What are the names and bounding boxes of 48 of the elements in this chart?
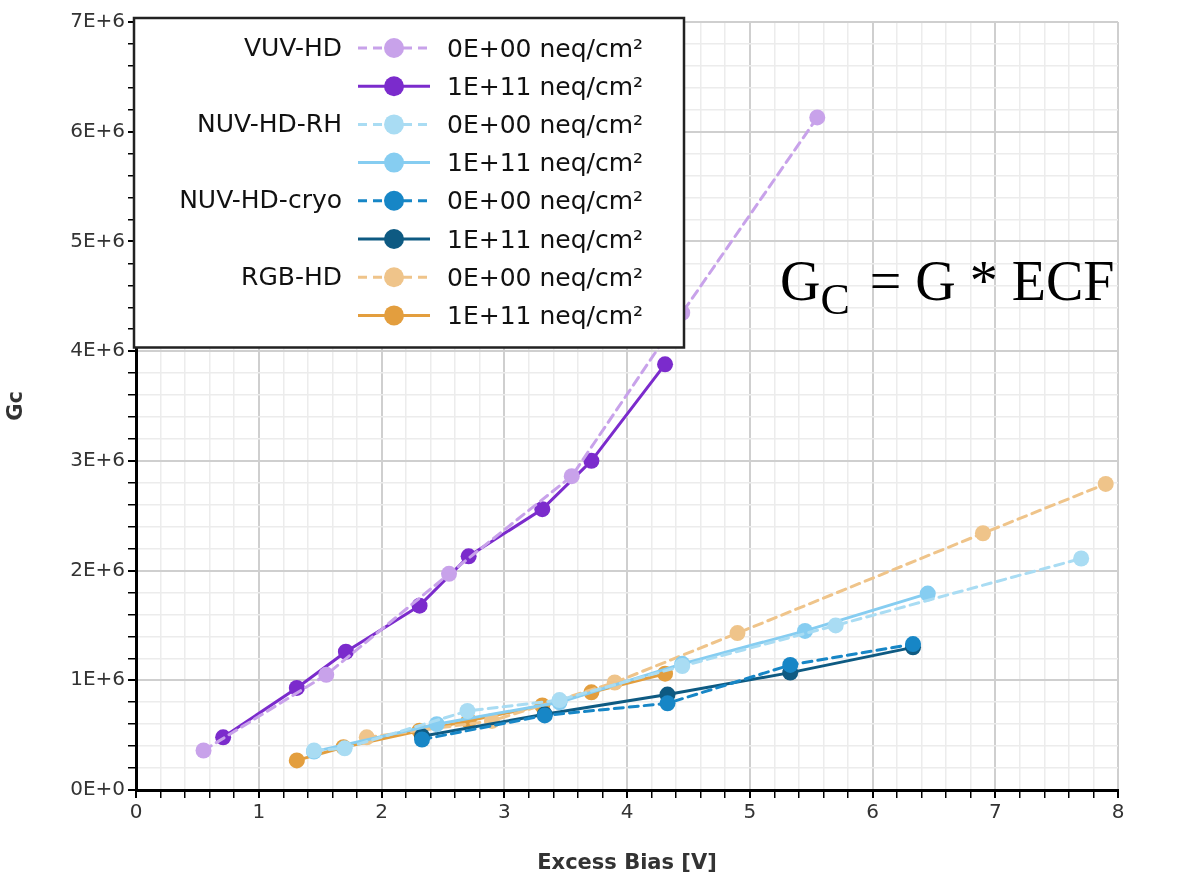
point xyxy=(534,501,551,518)
legend-label: 0E+00 neq/cm² xyxy=(447,186,644,216)
point xyxy=(657,356,674,373)
point xyxy=(1097,475,1114,492)
point xyxy=(563,468,580,485)
x-axis-title: Excess Bias [V] xyxy=(537,849,717,874)
annotation: NUV-HD-RH xyxy=(197,109,342,138)
point xyxy=(195,742,212,759)
y-tick-label: 0E+0 xyxy=(70,776,125,801)
x-tick-label: 4 xyxy=(620,799,634,824)
annotation: RGB-HD xyxy=(241,261,342,291)
y-tick-label: 1E+6 xyxy=(70,666,125,691)
y-tick-label: 6E+6 xyxy=(70,117,125,142)
y-tick-label: 3E+6 xyxy=(70,447,125,472)
legend-label: 0E+00 neq/cm² xyxy=(447,33,644,63)
x-tick-label: 2 xyxy=(375,799,388,824)
x-tick-label: 7 xyxy=(988,799,1002,824)
x-tick-label: 0 xyxy=(129,799,143,824)
legend-label: 0E+00 neq/cm² xyxy=(447,262,644,292)
legend-label: 1E+11 neq/cm² xyxy=(447,148,644,178)
point xyxy=(782,656,799,673)
point xyxy=(288,752,305,769)
point xyxy=(441,565,458,582)
point xyxy=(459,703,476,720)
x-tick-label: 3 xyxy=(497,799,511,824)
point xyxy=(729,625,746,642)
annotation: NUV-HD-cryo xyxy=(179,185,342,215)
legend-label: 0E+00 neq/cm² xyxy=(447,109,644,139)
x-tick-label: 1 xyxy=(252,799,266,824)
annotation: VUV-HD xyxy=(243,32,342,62)
point xyxy=(318,666,335,683)
point xyxy=(583,452,600,469)
x-tick-label: 8 xyxy=(1111,799,1125,824)
point xyxy=(974,525,991,542)
legend-label: 1E+11 neq/cm² xyxy=(447,224,644,254)
y-tick-label: 4E+6 xyxy=(70,337,125,362)
legend-label: 1E+11 neq/cm² xyxy=(447,300,644,330)
point xyxy=(659,695,676,712)
point xyxy=(1073,550,1090,567)
y-tick-label: 7E+6 xyxy=(70,8,125,33)
y-tick-label: 2E+6 xyxy=(70,556,125,581)
point xyxy=(809,109,826,126)
x-tick-label: 5 xyxy=(743,799,757,824)
x-tick-label: 6 xyxy=(866,799,879,824)
y-tick-label: 5E+6 xyxy=(70,227,125,252)
point xyxy=(827,617,844,634)
y-axis-title: Gc xyxy=(3,391,28,421)
legend-label: 1E+11 neq/cm² xyxy=(447,71,644,101)
